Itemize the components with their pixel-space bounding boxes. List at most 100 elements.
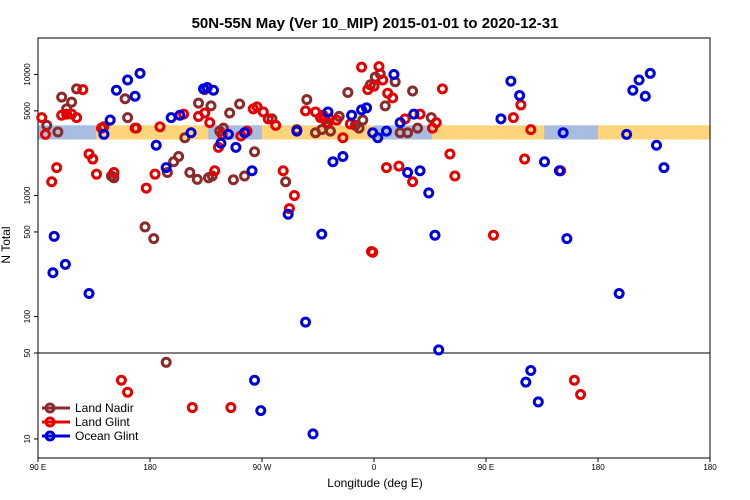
band-segment [629,125,635,140]
band-segment [571,125,577,140]
band-segment [172,125,178,140]
band-segment [624,125,630,140]
y-tick-label: 10 [23,434,32,443]
band-segment [257,125,263,140]
legend-entry-land-glint: Land Glint [42,415,130,429]
data-point [257,106,269,118]
band-segment [194,125,200,140]
band-segment [288,125,294,140]
data-point [115,374,127,386]
legend-marker [44,416,56,428]
data-point [316,228,328,240]
data-point [380,162,392,174]
data-point [56,109,68,121]
band-segment [584,125,590,140]
band-segment [692,125,698,140]
band-segment [486,125,492,140]
data-point [368,80,380,92]
data-point [316,124,328,136]
data-point [150,139,162,151]
band-segment [253,125,259,140]
legend-label: Land Glint [75,415,130,429]
data-point [215,137,227,149]
data-point [173,150,185,162]
band-segment [687,125,693,140]
band-segment [602,125,608,140]
band-segment [284,125,290,140]
band-segment [262,125,268,140]
data-point [174,109,186,121]
band-segment [508,125,514,140]
data-point [160,356,172,368]
data-point [225,402,237,414]
band-segment [472,125,478,140]
band-segment [517,125,523,140]
band-segment [553,125,559,140]
band-segment [176,125,182,140]
data-point [277,165,289,177]
data-point [165,112,177,124]
data-point [575,388,587,400]
data-point [110,84,122,96]
data-point [251,101,263,113]
data-point [402,127,414,139]
data-point [71,83,83,95]
data-point [90,168,102,180]
legend-entry-land-nadir: Land Nadir [42,401,134,415]
band-segment [615,125,621,140]
data-point [246,165,258,177]
data-point [71,112,83,124]
data-point [337,132,349,144]
data-point [185,127,197,139]
data-point [283,203,295,215]
band-segment [580,125,586,140]
band-segment [163,125,169,140]
data-point [300,105,312,117]
band-segment [333,125,339,140]
band-segment [109,125,115,140]
data-point [199,107,211,119]
data-point [291,125,303,137]
band-segment [360,125,366,140]
data-point [77,84,89,96]
data-point [412,122,424,134]
band-segment [494,125,501,140]
band-segment [208,125,214,140]
band-segment [82,125,88,140]
data-point [377,74,389,86]
band-segment [539,125,545,140]
data-point [514,89,526,101]
legend-marker [44,402,56,414]
band-segment [548,125,554,140]
data-point [129,122,141,134]
data-point [380,125,392,137]
data-point [613,288,625,300]
data-point [104,114,116,126]
band-segment [463,125,469,140]
band-segment [73,125,79,140]
band-segment [503,125,509,140]
band-segment [468,125,474,140]
band-segment [167,125,173,140]
data-point [557,127,569,139]
data-point [507,112,519,124]
legend-label: Ocean Glint [75,429,139,443]
data-point [46,176,58,188]
band-segment [651,125,657,140]
data-point [186,402,198,414]
band-segment [91,125,97,140]
data-point [621,128,633,140]
data-point [449,170,461,182]
band-segment [665,125,671,140]
data-point [255,405,267,417]
data-point [39,128,51,140]
band-segment [656,125,662,140]
axes: 90 E 180 90 W 0 90 E 180 180 100 500 1000 5000 1000… [23,63,717,472]
band-segment [123,125,129,140]
data-point [379,100,391,112]
data-point [270,119,282,131]
band-segment [78,125,84,140]
band-segment [696,125,702,140]
data-point [505,75,517,87]
